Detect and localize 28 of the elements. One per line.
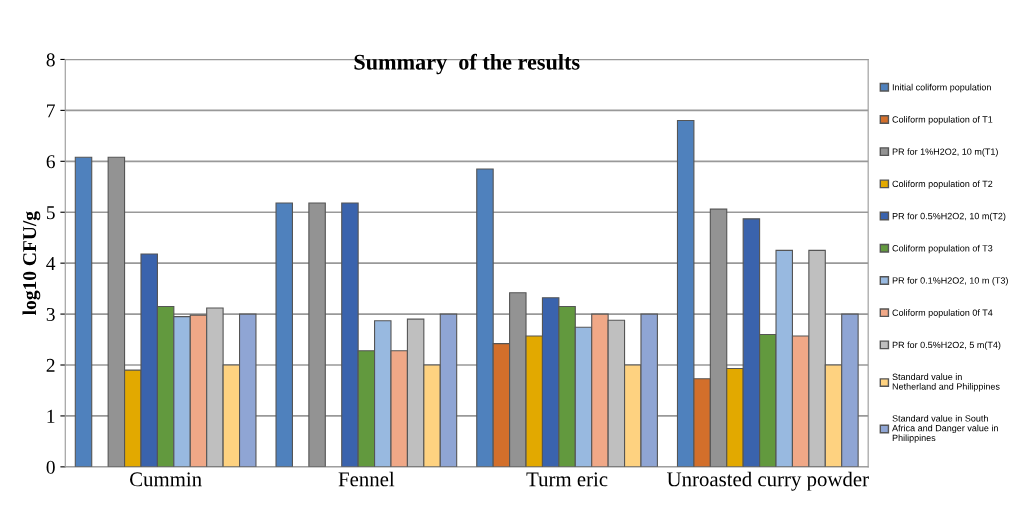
y-tick-label: 3 [46, 307, 55, 322]
chart-title: Summary of the results [354, 53, 580, 75]
legend-label: Standard value in South Africa and Danger value in Philippines [892, 414, 998, 443]
y-tick-label: 2 [46, 358, 55, 372]
y-tick-label: 8 [46, 53, 55, 67]
y-tick-label: 6 [46, 155, 55, 169]
legend-label: Coliform population of T2 [892, 180, 993, 189]
legend-label: Initial coliform population [892, 83, 991, 93]
x-tick-label: Unroasted curry powder [667, 471, 869, 491]
y-axis-title: log10 CFU/g [22, 211, 41, 315]
legend-label: Standard value in Netherland and Philippines [892, 373, 1000, 392]
legend-label: Coliform population of T1 [892, 116, 993, 125]
bar [74, 156, 93, 467]
legend-label: PR for 0.5%H2O2, 10 m(T2) [892, 212, 1006, 222]
legend-label: PR for 0.1%H2O2, 10 m (T3) [892, 277, 1008, 286]
legend-label: Coliform population 0f T4 [892, 309, 993, 318]
y-tick-label: 1 [47, 409, 55, 423]
y-tick-label: 0 [46, 460, 55, 474]
x-tick-label: Fennel [338, 471, 395, 487]
y-tick-label: 5 [46, 206, 55, 220]
x-tick-label: Turm eric [526, 472, 608, 487]
x-tick-label: Cummin [130, 472, 202, 487]
legend-label: PR for 1%H2O2, 10 m(T1) [892, 148, 998, 157]
legend-label: PR for 0.5%H2O2, 5 m(T4) [892, 341, 1001, 350]
y-tick-label: 7 [47, 104, 55, 118]
bar [275, 202, 294, 467]
y-tick-label: 4 [46, 257, 56, 270]
legend-label: Coliform population of T3 [892, 244, 993, 254]
